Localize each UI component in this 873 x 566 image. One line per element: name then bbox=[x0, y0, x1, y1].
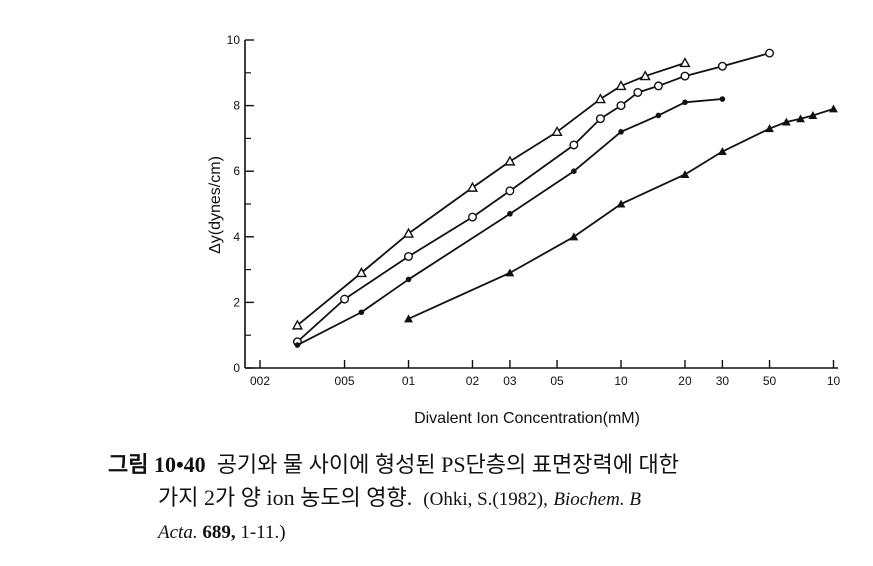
caption-text-2: 가지 2가 양 ion 농도의 영향. bbox=[158, 485, 413, 510]
data-point-open-triangle bbox=[355, 267, 367, 278]
data-point-open-triangle bbox=[639, 70, 651, 81]
y-tick-label: 8 bbox=[233, 99, 240, 113]
data-point-open-circle bbox=[633, 87, 643, 97]
x-tick-label: 005 bbox=[335, 374, 355, 388]
data-point-open-triangle bbox=[679, 57, 691, 68]
series-layer bbox=[291, 48, 838, 348]
data-point-open-triangle bbox=[466, 181, 479, 192]
data-point-filled-circle bbox=[571, 168, 577, 174]
y-tick-label: 2 bbox=[233, 295, 240, 309]
figure-caption: 그림 10•40 공기와 물 사이에 형성된 PS단층의 표면장력에 대한 가지… bbox=[108, 448, 873, 549]
series-2 bbox=[292, 48, 775, 347]
y-tick-label: 6 bbox=[233, 164, 240, 178]
data-point-filled-circle bbox=[618, 129, 624, 135]
x-tick-label: 20 bbox=[678, 374, 692, 388]
x-tick-label: 50 bbox=[763, 374, 777, 388]
data-point-filled-triangle bbox=[569, 232, 579, 241]
caption-ref-volume: 689, bbox=[202, 522, 236, 543]
y-tick-label: 10 bbox=[227, 33, 241, 47]
data-point-filled-circle bbox=[294, 342, 301, 348]
y-tick-label: 4 bbox=[233, 230, 240, 244]
x-tick-label: 10 bbox=[614, 374, 628, 388]
y-axis-label: Δy(dynes/cm) bbox=[207, 156, 224, 254]
series-1 bbox=[291, 57, 691, 330]
data-point-filled-circle bbox=[719, 96, 726, 102]
x-tick-label: 002 bbox=[250, 374, 270, 388]
x-tick-label: 10 bbox=[827, 374, 841, 388]
data-point-filled-triangle bbox=[680, 170, 690, 178]
data-point-filled-triangle bbox=[717, 147, 727, 156]
series-3 bbox=[294, 96, 726, 348]
data-point-open-circle bbox=[765, 48, 775, 58]
caption-ref-prefix: (Ohki, S.(1982), bbox=[423, 489, 548, 510]
caption-line-2: 가지 2가 양 ion 농도의 영향. (Ohki, S.(1982), Bio… bbox=[108, 481, 873, 516]
data-point-filled-circle bbox=[405, 276, 412, 283]
x-axis-label: Divalent Ion Concentration(mM) bbox=[414, 410, 640, 427]
data-point-open-circle bbox=[569, 140, 579, 150]
data-point-filled-triangle bbox=[765, 124, 774, 133]
x-tick-label: 30 bbox=[716, 374, 730, 388]
data-point-filled-triangle bbox=[808, 111, 818, 119]
caption-text-1: 공기와 물 사이에 형성된 PS단층의 표면장력에 대한 bbox=[216, 452, 679, 477]
data-point-open-triangle bbox=[594, 93, 607, 104]
data-point-filled-circle bbox=[682, 99, 688, 106]
data-point-open-triangle bbox=[402, 227, 415, 238]
data-point-filled-triangle bbox=[796, 114, 805, 123]
data-point-filled-circle bbox=[507, 211, 513, 217]
data-point-open-circle bbox=[340, 294, 350, 304]
data-point-open-circle bbox=[717, 61, 727, 71]
caption-line-3: Acta. 689, 1-11.) bbox=[108, 516, 873, 549]
data-point-open-triangle bbox=[504, 155, 516, 166]
data-point-open-triangle bbox=[551, 125, 563, 137]
series-4 bbox=[404, 104, 838, 323]
data-point-filled-triangle bbox=[404, 314, 413, 323]
caption-ref-journal: Biochem. B bbox=[553, 489, 641, 510]
data-point-open-circle bbox=[404, 251, 414, 261]
data-point-open-triangle bbox=[615, 80, 627, 91]
data-point-filled-circle bbox=[358, 309, 365, 316]
caption-ref-pages: 1-11.) bbox=[240, 522, 286, 543]
data-point-filled-triangle bbox=[829, 104, 838, 113]
data-point-open-triangle bbox=[291, 319, 304, 330]
data-point-filled-circle bbox=[655, 112, 662, 119]
figure-label: 그림 10•40 bbox=[108, 452, 206, 477]
data-point-open-circle bbox=[505, 186, 515, 196]
series-line bbox=[297, 98, 723, 346]
y-tick-label: 0 bbox=[233, 361, 240, 375]
x-tick-label: 02 bbox=[466, 374, 480, 388]
data-point-open-circle bbox=[653, 81, 663, 91]
x-tick-label: 05 bbox=[550, 374, 564, 388]
series-line bbox=[296, 62, 686, 327]
data-point-open-circle bbox=[595, 114, 605, 124]
x-tick-label: 03 bbox=[503, 374, 517, 388]
caption-ref-journal2: Acta. bbox=[158, 522, 198, 543]
data-point-filled-triangle bbox=[505, 268, 515, 277]
caption-line-1: 그림 10•40 공기와 물 사이에 형성된 PS단층의 표면장력에 대한 bbox=[108, 448, 873, 481]
data-point-open-circle bbox=[467, 212, 477, 222]
data-point-filled-triangle bbox=[616, 199, 626, 208]
data-point-filled-triangle bbox=[781, 117, 791, 126]
x-tick-label: 01 bbox=[402, 374, 416, 388]
data-point-open-circle bbox=[680, 71, 690, 81]
data-point-open-circle bbox=[616, 101, 626, 111]
